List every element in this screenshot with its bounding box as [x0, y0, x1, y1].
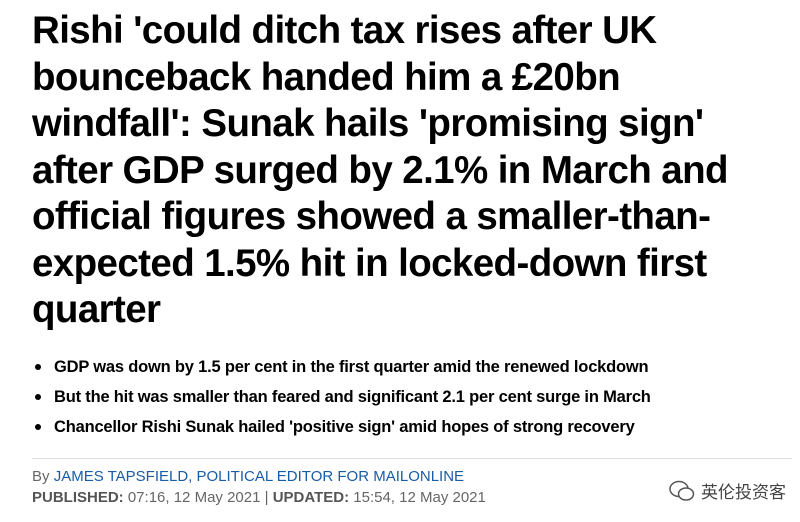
bullet: But the hit was smaller than feared and …: [32, 382, 792, 412]
watermark: 英伦投资客: [669, 478, 786, 503]
headline: Rishi 'could ditch tax rises after UK bo…: [32, 9, 729, 331]
byline-prefix: By: [32, 468, 50, 485]
bullet: Chancellor Rishi Sunak hailed 'positive …: [32, 412, 792, 442]
bullet-list: GDP was down by 1.5 per cent in the firs…: [32, 352, 792, 442]
divider: [32, 458, 792, 459]
author-link[interactable]: JAMES TAPSFIELD, POLITICAL EDITOR FOR MA…: [53, 468, 465, 485]
byline: By JAMES TAPSFIELD, POLITICAL EDITOR FOR…: [32, 468, 464, 485]
date-separator: |: [264, 489, 269, 506]
watermark-icon: [669, 480, 695, 501]
dates: PUBLISHED: 07:16, 12 May 2021 | UPDATED:…: [32, 489, 486, 506]
published-date: 07:16, 12 May 2021: [127, 489, 261, 506]
published-label: PUBLISHED:: [32, 489, 124, 506]
bullet: GDP was down by 1.5 per cent in the firs…: [32, 352, 792, 382]
updated-date: 15:54, 12 May 2021: [353, 489, 486, 506]
watermark-text: 英伦投资客: [701, 483, 786, 502]
updated-label: UPDATED:: [272, 489, 350, 506]
